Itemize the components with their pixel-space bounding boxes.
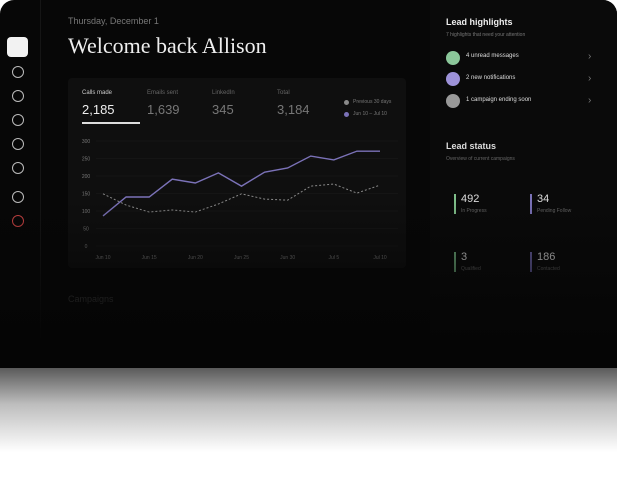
status-label: Qualified xyxy=(461,266,481,272)
legend-swatch xyxy=(344,100,349,105)
highlight-item[interactable]: 1 campaign ending soon xyxy=(466,97,532,103)
chevron: › xyxy=(588,95,592,106)
x-tick-label: Jun 20 xyxy=(188,255,203,261)
status-value: 34 xyxy=(537,193,550,205)
reflection xyxy=(0,368,617,488)
status-value: 3 xyxy=(461,251,468,263)
chevron: › xyxy=(588,51,592,62)
icon xyxy=(446,51,460,65)
app-window: Thursday, December 1 Welcome back Alliso… xyxy=(0,0,617,368)
legend-swatch xyxy=(344,112,349,117)
stat-label[interactable]: LinkedIn xyxy=(212,90,235,96)
series-line xyxy=(102,183,381,213)
status-label: Pending Follow xyxy=(537,208,572,214)
status-label: Contacted xyxy=(537,266,560,272)
sidebar xyxy=(0,0,41,368)
y-tick-label: 150 xyxy=(82,192,91,198)
stat-label[interactable]: Emails sent xyxy=(147,90,179,96)
status-bar xyxy=(530,252,532,272)
stat-value[interactable]: 1,639 xyxy=(147,102,180,117)
icon xyxy=(446,72,460,86)
stat-value[interactable]: 345 xyxy=(212,102,234,117)
status-value: 186 xyxy=(537,251,556,263)
stat-value[interactable]: 3,184 xyxy=(277,102,310,117)
x-tick-label: Jun 25 xyxy=(234,255,249,261)
legend-label: Jun 10 – Jul 10 xyxy=(353,111,387,117)
y-tick-label: 100 xyxy=(82,209,91,215)
x-tick-label: Jun 30 xyxy=(280,255,295,261)
status-label: In Progress xyxy=(461,208,487,214)
nav-icon[interactable] xyxy=(12,114,24,126)
nav-icon[interactable] xyxy=(12,66,24,78)
nav-home[interactable] xyxy=(7,37,28,57)
status-value: 492 xyxy=(461,193,480,205)
welcome-title: Welcome back Allison xyxy=(68,33,267,58)
y-tick-label: 50 xyxy=(83,227,89,233)
status-bar xyxy=(454,252,456,272)
x-tick-label: Jun 10 xyxy=(95,255,110,261)
chevron: › xyxy=(588,73,592,84)
y-tick-label: 0 xyxy=(85,244,88,250)
x-tick-label: Jun 15 xyxy=(142,255,157,261)
stat-value[interactable]: 2,185 xyxy=(82,102,115,117)
active-tab-underline xyxy=(82,122,140,124)
status-bar xyxy=(454,194,456,214)
x-tick-label: Jul 10 xyxy=(373,255,387,261)
nav-icon[interactable] xyxy=(12,191,24,203)
lead-status-title: Lead status xyxy=(446,141,497,151)
highlight-item[interactable]: 2 new notifications xyxy=(466,75,516,81)
highlights-subtitle: 7 highlights that need your attention xyxy=(446,32,526,38)
nav-icon[interactable] xyxy=(12,215,24,227)
nav-icon[interactable] xyxy=(12,138,24,150)
x-tick-label: Jul 5 xyxy=(329,255,340,261)
lead-status-subtitle: Overview of current campaigns xyxy=(446,156,515,162)
y-tick-label: 250 xyxy=(82,157,91,163)
line-chart: 0 50 100 150 200 250 300 Jun 10 Jun 15 Jun 20 Jun … xyxy=(82,139,398,261)
highlight-item[interactable]: 4 unread messages xyxy=(466,53,519,59)
stat-label[interactable]: Total xyxy=(277,90,290,96)
icon xyxy=(446,94,460,108)
highlights-title: Lead highlights xyxy=(446,17,513,27)
y-tick-label: 200 xyxy=(82,174,91,180)
date: Thursday, December 1 xyxy=(68,16,159,26)
nav-icon[interactable] xyxy=(12,162,24,174)
nav-icon[interactable] xyxy=(12,90,24,102)
campaigns-title: Campaigns xyxy=(68,294,114,304)
stat-label[interactable]: Calls made xyxy=(82,90,113,96)
y-tick-label: 300 xyxy=(82,139,91,145)
series-line xyxy=(102,150,380,217)
status-bar xyxy=(530,194,532,214)
legend-label: Previous 30 days xyxy=(353,99,392,105)
